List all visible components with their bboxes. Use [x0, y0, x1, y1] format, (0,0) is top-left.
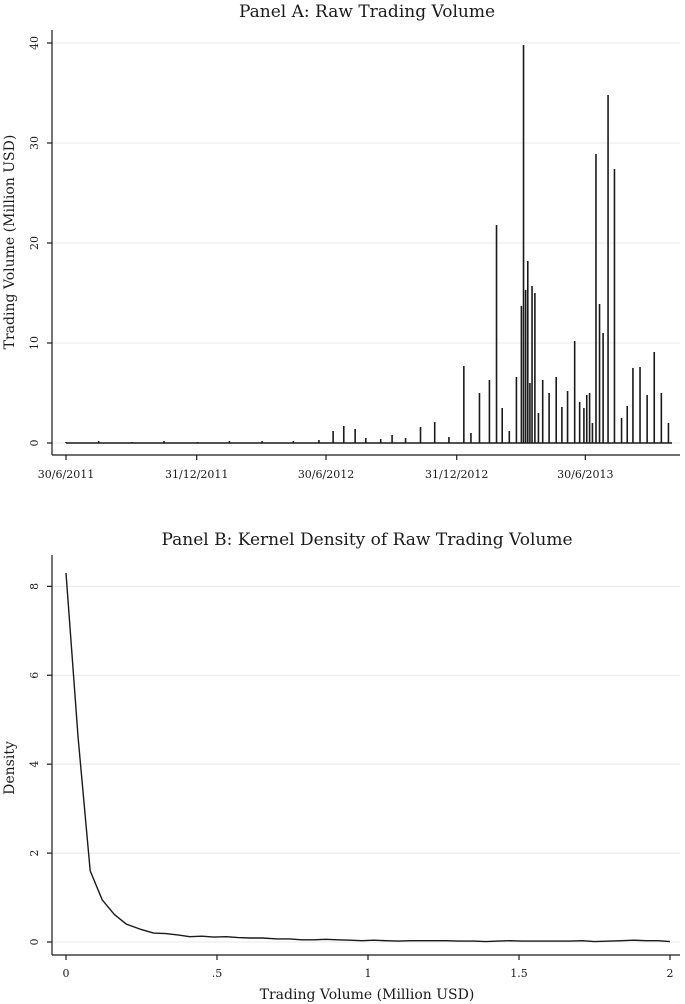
panel-b-gridlines: [52, 585, 680, 943]
panel-b-density-line: [65, 572, 671, 943]
panel-b-y-tick-label-2: 4: [28, 761, 41, 768]
panel-a-y-ticks: 0 10 20 30 40: [28, 36, 52, 447]
panel-a: Panel A: Raw Trading Volume Trading Volu…: [2, 2, 680, 481]
panel-b-y-tick-label-3: 6: [28, 672, 41, 679]
panel-b-x-ticks: 0 .5 1 1.5 2: [63, 955, 674, 980]
panel-a-y-tick-label-0: 0: [28, 440, 41, 447]
panel-b-x-tick-label-1: .5: [212, 967, 223, 980]
panel-a-x-tick-label-1: 31/12/2011: [165, 468, 228, 481]
panel-b-y-axis-label: Density: [2, 741, 18, 795]
panel-a-x-tick-label-0: 30/6/2011: [38, 468, 94, 481]
panel-b-x-tick-label-3: 1.5: [510, 967, 528, 980]
panel-a-y-tick-label-4: 40: [28, 36, 41, 50]
panel-b-series: [65, 572, 671, 943]
panel-b-y-tick-label-0: 0: [28, 939, 41, 946]
panel-a-y-axis-label: Trading Volume (Million USD): [2, 135, 18, 350]
panel-a-x-tick-label-3: 31/12/2012: [425, 468, 488, 481]
panel-b-title: Panel B: Kernel Density of Raw Trading V…: [161, 530, 572, 550]
panel-b-x-axis-label: Trading Volume (Million USD): [260, 987, 475, 1003]
panel-b: Panel B: Kernel Density of Raw Trading V…: [2, 530, 680, 1003]
panel-a-series: [65, 45, 672, 444]
panel-a-title: Panel A: Raw Trading Volume: [239, 2, 495, 22]
panel-b-x-tick-label-4: 2: [667, 967, 674, 980]
panel-a-y-tick-label-2: 20: [28, 236, 41, 250]
panel-a-x-tick-label-2: 30/6/2012: [298, 468, 354, 481]
panel-b-y-tick-label-4: 8: [28, 583, 41, 590]
panel-b-x-tick-label-2: 1: [365, 967, 372, 980]
panel-a-x-tick-label-4: 30/6/2013: [557, 468, 613, 481]
panel-b-y-ticks: 0 2 4 6 8: [28, 583, 52, 946]
panel-b-y-tick-label-1: 2: [28, 850, 41, 857]
panel-a-y-tick-label-3: 30: [28, 136, 41, 150]
panel-a-x-ticks: 30/6/2011 31/12/2011 30/6/2012 31/12/2012 30…: [38, 455, 614, 481]
panel-b-x-tick-label-0: 0: [63, 967, 70, 980]
panel-a-gridlines: [52, 42, 680, 444]
panel-a-y-tick-label-1: 10: [28, 336, 41, 350]
